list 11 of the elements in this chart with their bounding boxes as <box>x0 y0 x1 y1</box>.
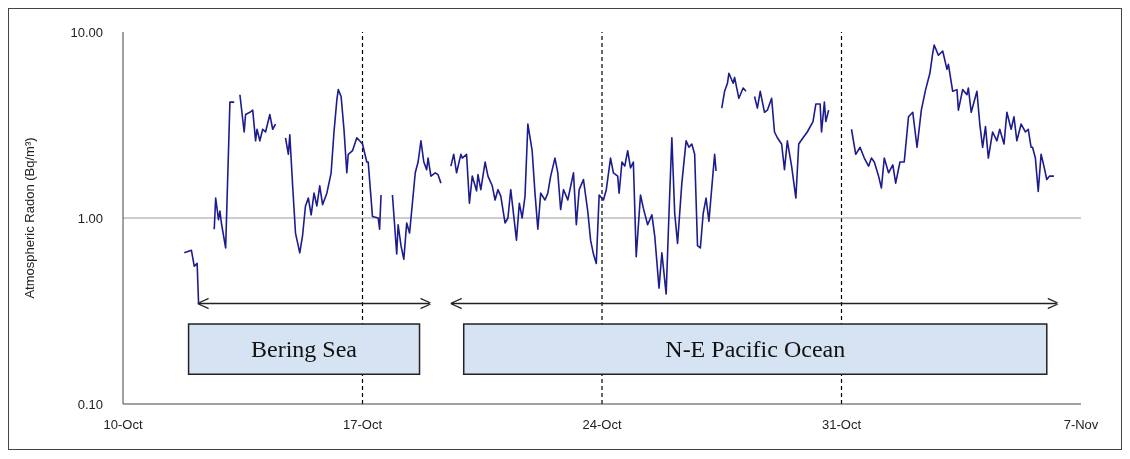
y-tick-label: 0.10 <box>77 396 103 412</box>
x-tick-label: 24-Oct <box>582 417 622 433</box>
x-tick-label: 7-Nov <box>1063 417 1099 433</box>
band-label: Bering Sea <box>251 336 358 363</box>
y-tick-label: 1.00 <box>77 210 103 226</box>
y-axis-title: Atmospheric Radon (Bq/m³) <box>21 137 37 299</box>
x-tick-label: 10-Oct <box>103 417 143 433</box>
y-tick-label: 10.00 <box>70 24 103 40</box>
band-label: N-E Pacific Ocean <box>665 336 846 363</box>
x-tick-label: 17-Oct <box>342 417 383 433</box>
x-tick-label: 31-Oct <box>821 417 862 433</box>
